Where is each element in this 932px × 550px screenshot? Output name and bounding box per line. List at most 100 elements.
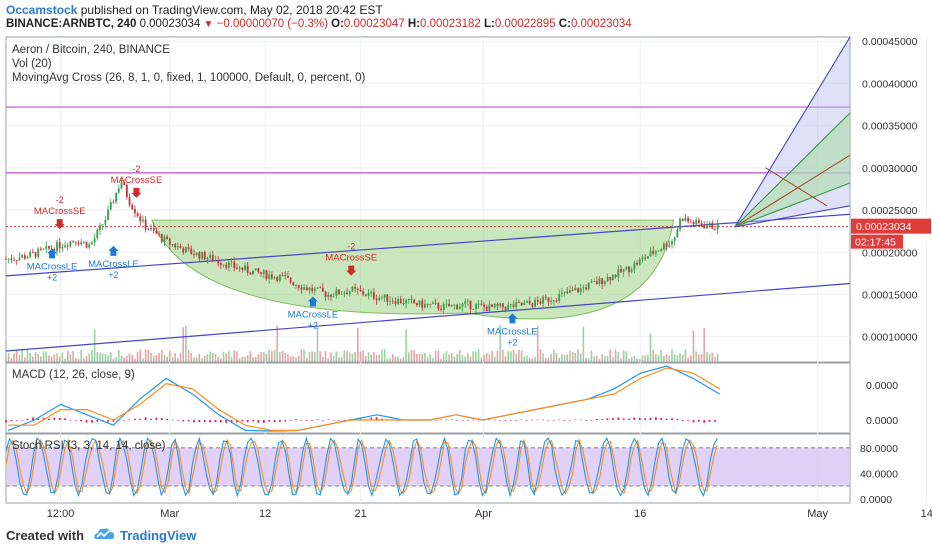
candle-body <box>225 264 228 268</box>
macd-histogram-bar <box>585 420 587 421</box>
candle-body <box>598 278 601 284</box>
volume-bar <box>579 353 582 362</box>
volume-bar <box>450 353 453 362</box>
volume-bar <box>676 355 679 362</box>
volume-bar <box>475 351 477 362</box>
candle-body <box>61 247 64 249</box>
volume-bar <box>665 353 668 362</box>
low-value: 0.00022895 <box>494 18 556 30</box>
volume-bar <box>190 352 193 362</box>
volume-bar <box>5 356 7 362</box>
candle-body <box>716 223 719 230</box>
volume-bar <box>308 351 311 362</box>
candle-body <box>687 217 690 222</box>
volume-bar <box>638 358 641 362</box>
candle-body <box>397 299 399 304</box>
volume-bar <box>276 325 279 362</box>
candle-body <box>375 298 378 300</box>
candle-body <box>222 264 225 266</box>
price-tick-label: 0.00045000 <box>862 36 918 48</box>
volume-bar <box>418 353 421 362</box>
candle-body <box>72 241 75 243</box>
author-link[interactable]: Occamstock <box>6 3 78 17</box>
volume-bar <box>673 354 676 362</box>
macd-histogram-bar <box>558 419 561 421</box>
volume-bar <box>657 355 660 362</box>
volume-bar <box>126 355 128 362</box>
candle-body <box>303 287 305 290</box>
ohlc-line: BINANCE:ARNBTC, 240 0.00023034 ▼ −0.0000… <box>6 18 632 30</box>
macd-histogram-bar <box>85 420 88 423</box>
down-triangle-icon: ▼ <box>203 19 214 30</box>
volume-bar <box>201 358 203 362</box>
candle-body <box>499 303 502 306</box>
candle-body <box>42 248 45 250</box>
macd-histogram-bar <box>316 419 319 420</box>
candle-body <box>676 229 679 238</box>
candle-body <box>405 300 408 304</box>
volume-bar <box>260 351 262 362</box>
volume-bar <box>230 356 233 362</box>
sell-arrow-icon <box>346 265 357 276</box>
volume-bar <box>69 354 72 362</box>
volume-bar <box>152 355 155 362</box>
candle-body <box>56 242 58 252</box>
volume-bar <box>209 351 211 362</box>
volume-bar <box>195 357 198 362</box>
candle-body <box>654 251 657 254</box>
candle-body <box>276 277 279 281</box>
candle-body <box>509 304 512 306</box>
macd-histogram-bar <box>644 418 647 420</box>
volume-bar <box>440 358 442 362</box>
macd-histogram-bar <box>160 417 163 420</box>
macd-histogram-bar <box>37 418 40 420</box>
volume-bar <box>131 355 134 362</box>
candle-body <box>171 244 174 245</box>
volume-bar <box>34 352 37 362</box>
candle-body <box>558 294 561 301</box>
volume-bar <box>389 358 391 362</box>
candle-body <box>620 269 622 273</box>
candle-body <box>700 223 703 226</box>
volume-bar <box>684 349 687 362</box>
candle-body <box>319 287 322 289</box>
annotation-label: MACrossLE <box>487 326 538 337</box>
volume-bar <box>397 356 399 362</box>
volume-bar <box>109 352 112 362</box>
annotation-value: -2 <box>347 242 355 252</box>
candle-body <box>450 304 453 307</box>
candle-body <box>603 281 606 285</box>
volume-bar <box>56 353 58 362</box>
volume-bar <box>332 355 335 362</box>
candle-body <box>115 192 118 203</box>
legend-title: Aeron / Bitcoin, 240, BINANCE <box>12 44 170 56</box>
candle-body <box>101 224 104 226</box>
volume-bar <box>383 349 386 362</box>
cup-pattern <box>151 219 675 320</box>
candle-body <box>552 300 555 302</box>
candle-body <box>206 258 209 260</box>
tradingview-link[interactable]: TradingView <box>120 528 197 543</box>
chart-canvas[interactable]: -2MACrossSEMACrossLE+2-2MACrossSEMACross… <box>0 33 932 522</box>
candle-body <box>93 238 96 243</box>
time-tick-label: 16 <box>634 508 646 520</box>
candle-body <box>461 303 464 307</box>
stoch-band <box>7 447 849 487</box>
time-tick-label: 21 <box>355 508 367 520</box>
price-axis[interactable] <box>851 37 931 503</box>
candle-body <box>383 294 386 298</box>
candle-body <box>432 302 434 305</box>
candle-body <box>534 299 536 307</box>
volume-bar <box>147 349 150 362</box>
volume-bar <box>598 358 601 362</box>
macd-histogram-bar <box>472 419 475 421</box>
volume-bar <box>459 350 461 362</box>
volume-bar <box>636 358 638 362</box>
volume-bar <box>88 353 91 362</box>
annotation-value: +2 <box>308 320 318 330</box>
volume-bar <box>101 353 104 362</box>
macd-histogram-bar <box>692 420 695 423</box>
macd-histogram-bar <box>493 419 496 421</box>
volume-bar <box>316 327 319 362</box>
candle-body <box>152 227 155 231</box>
